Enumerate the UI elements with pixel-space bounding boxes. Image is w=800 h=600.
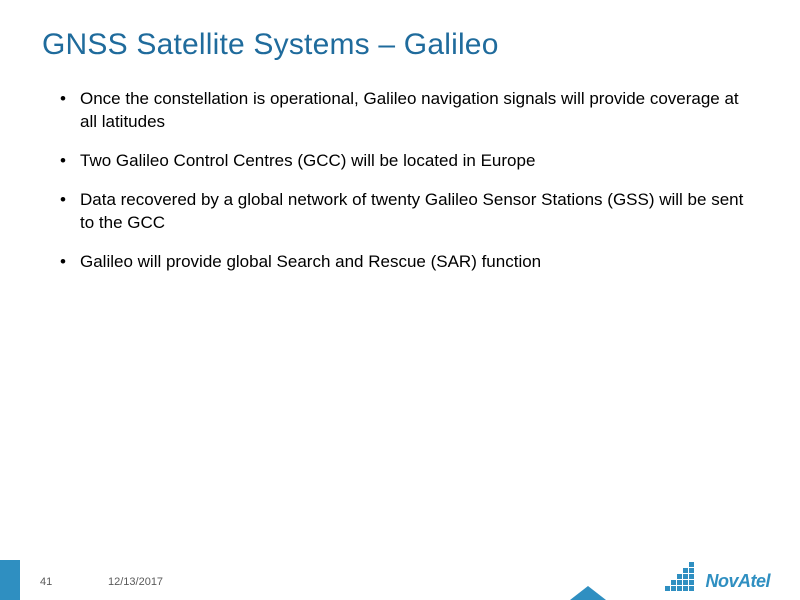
divider-triangle (570, 586, 606, 600)
logo: NovAtel (665, 562, 770, 592)
list-item: Galileo will provide global Search and R… (60, 251, 750, 274)
footer: 41 12/13/2017 (0, 560, 800, 600)
content-area: Once the constellation is operational, G… (60, 88, 750, 290)
slide-title: GNSS Satellite Systems – Galileo (42, 28, 499, 62)
footer-date: 12/13/2017 (108, 576, 163, 588)
bullet-list: Once the constellation is operational, G… (60, 88, 750, 274)
logo-text: NovAtel (705, 571, 770, 592)
logo-mark-icon (665, 562, 699, 592)
slide: GNSS Satellite Systems – Galileo Once th… (0, 0, 800, 600)
list-item: Once the constellation is operational, G… (60, 88, 750, 134)
page-number: 41 (40, 576, 52, 588)
list-item: Data recovered by a global network of tw… (60, 189, 750, 235)
accent-bar (0, 560, 20, 600)
list-item: Two Galileo Control Centres (GCC) will b… (60, 150, 750, 173)
